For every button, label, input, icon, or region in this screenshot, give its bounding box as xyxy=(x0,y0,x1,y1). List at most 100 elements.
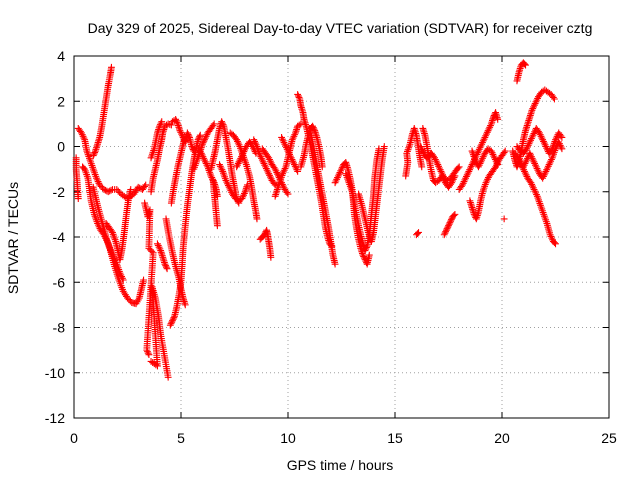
series-s04 xyxy=(89,63,115,159)
data-point-marker xyxy=(295,121,303,129)
data-point-marker xyxy=(162,263,170,271)
data-point-marker xyxy=(522,61,529,69)
data-point-marker xyxy=(336,169,344,176)
data-point-marker xyxy=(104,188,112,196)
series-s30 xyxy=(306,125,339,268)
data-point-marker xyxy=(558,134,566,141)
data-point-marker xyxy=(466,166,474,174)
data-point-marker xyxy=(500,215,508,223)
data-point-marker xyxy=(478,140,486,148)
series-s23 xyxy=(250,136,279,189)
data-point-marker xyxy=(261,161,269,169)
data-point-marker xyxy=(194,136,202,144)
data-point-marker xyxy=(233,136,241,144)
series-s38 xyxy=(440,210,459,239)
data-point-marker xyxy=(552,145,559,153)
data-point-marker xyxy=(527,151,535,159)
data-point-marker xyxy=(542,143,550,150)
data-point-marker xyxy=(440,175,448,183)
data-point-marker xyxy=(290,132,298,140)
data-point-marker xyxy=(142,181,150,189)
data-point-marker xyxy=(184,129,191,137)
data-point-marker xyxy=(144,349,152,357)
data-point-marker xyxy=(297,120,305,128)
data-point-marker xyxy=(490,152,498,160)
data-point-marker xyxy=(97,183,105,190)
data-point-marker xyxy=(169,315,177,323)
data-point-marker xyxy=(282,144,290,152)
data-point-marker xyxy=(523,156,531,164)
data-point-marker xyxy=(539,174,547,182)
data-point-marker xyxy=(533,165,541,172)
data-point-marker xyxy=(295,94,303,101)
data-point-marker xyxy=(419,147,427,155)
data-point-marker xyxy=(234,161,241,169)
data-point-marker xyxy=(114,187,122,195)
data-point-marker xyxy=(294,167,302,175)
data-point-marker xyxy=(167,121,175,129)
data-point-marker xyxy=(292,164,300,172)
data-point-marker xyxy=(240,190,248,197)
data-point-marker xyxy=(91,149,99,156)
data-point-marker xyxy=(224,180,231,188)
data-point-marker xyxy=(213,222,221,230)
data-point-marker xyxy=(234,138,241,145)
data-point-marker xyxy=(279,137,287,145)
data-point-marker xyxy=(477,158,485,166)
y-tick-label: 2 xyxy=(57,93,65,109)
data-point-marker xyxy=(528,106,536,114)
data-point-marker xyxy=(552,134,560,142)
data-point-marker xyxy=(143,346,151,354)
data-point-marker xyxy=(529,156,537,164)
data-point-marker xyxy=(486,123,494,131)
data-point-marker xyxy=(523,145,531,153)
data-point-marker xyxy=(540,138,547,145)
data-point-marker xyxy=(551,239,558,247)
data-point-marker xyxy=(441,229,449,237)
data-point-marker xyxy=(529,105,537,113)
data-point-marker xyxy=(417,143,425,150)
y-tick-label: -2 xyxy=(53,184,66,200)
data-point-marker xyxy=(446,219,454,227)
series-s20 xyxy=(209,177,221,230)
data-point-marker xyxy=(484,127,492,135)
data-point-marker xyxy=(90,150,98,158)
data-point-marker xyxy=(442,226,450,234)
data-point-marker xyxy=(540,171,548,179)
data-point-marker xyxy=(201,134,209,142)
data-point-marker xyxy=(108,63,115,71)
data-point-marker xyxy=(331,179,339,187)
data-point-marker xyxy=(454,164,462,172)
data-point-marker xyxy=(267,253,275,261)
x-tick-label: 0 xyxy=(70,430,78,446)
data-point-marker xyxy=(284,190,292,198)
data-point-marker xyxy=(239,193,247,201)
data-point-marker xyxy=(258,156,266,164)
data-point-marker xyxy=(278,135,286,143)
data-point-marker xyxy=(460,178,468,185)
data-point-marker xyxy=(216,161,223,168)
data-point-marker xyxy=(89,152,97,159)
series-s39 xyxy=(455,109,502,193)
data-point-marker xyxy=(360,254,368,262)
data-point-marker xyxy=(80,164,88,172)
data-point-marker xyxy=(477,142,485,150)
data-point-marker xyxy=(163,265,171,273)
data-point-marker xyxy=(487,147,495,155)
axis-ticks: 0 5 10 15 20 25 -12 -10 -8 -6 -4 -2 0 2 4 xyxy=(45,48,617,446)
data-point-marker xyxy=(524,141,532,149)
series-s37 xyxy=(419,125,459,191)
data-point-marker xyxy=(459,181,466,189)
data-point-marker xyxy=(154,240,161,248)
data-point-marker xyxy=(548,156,555,163)
data-point-marker xyxy=(479,139,486,146)
data-point-marker xyxy=(199,153,207,161)
series-s09 xyxy=(147,118,166,162)
data-point-marker xyxy=(464,169,472,177)
data-point-marker xyxy=(461,176,469,184)
data-point-marker xyxy=(94,178,102,185)
data-point-marker xyxy=(208,174,216,182)
data-point-marker xyxy=(528,135,535,142)
data-point-marker xyxy=(266,171,273,179)
data-point-marker xyxy=(557,143,565,151)
